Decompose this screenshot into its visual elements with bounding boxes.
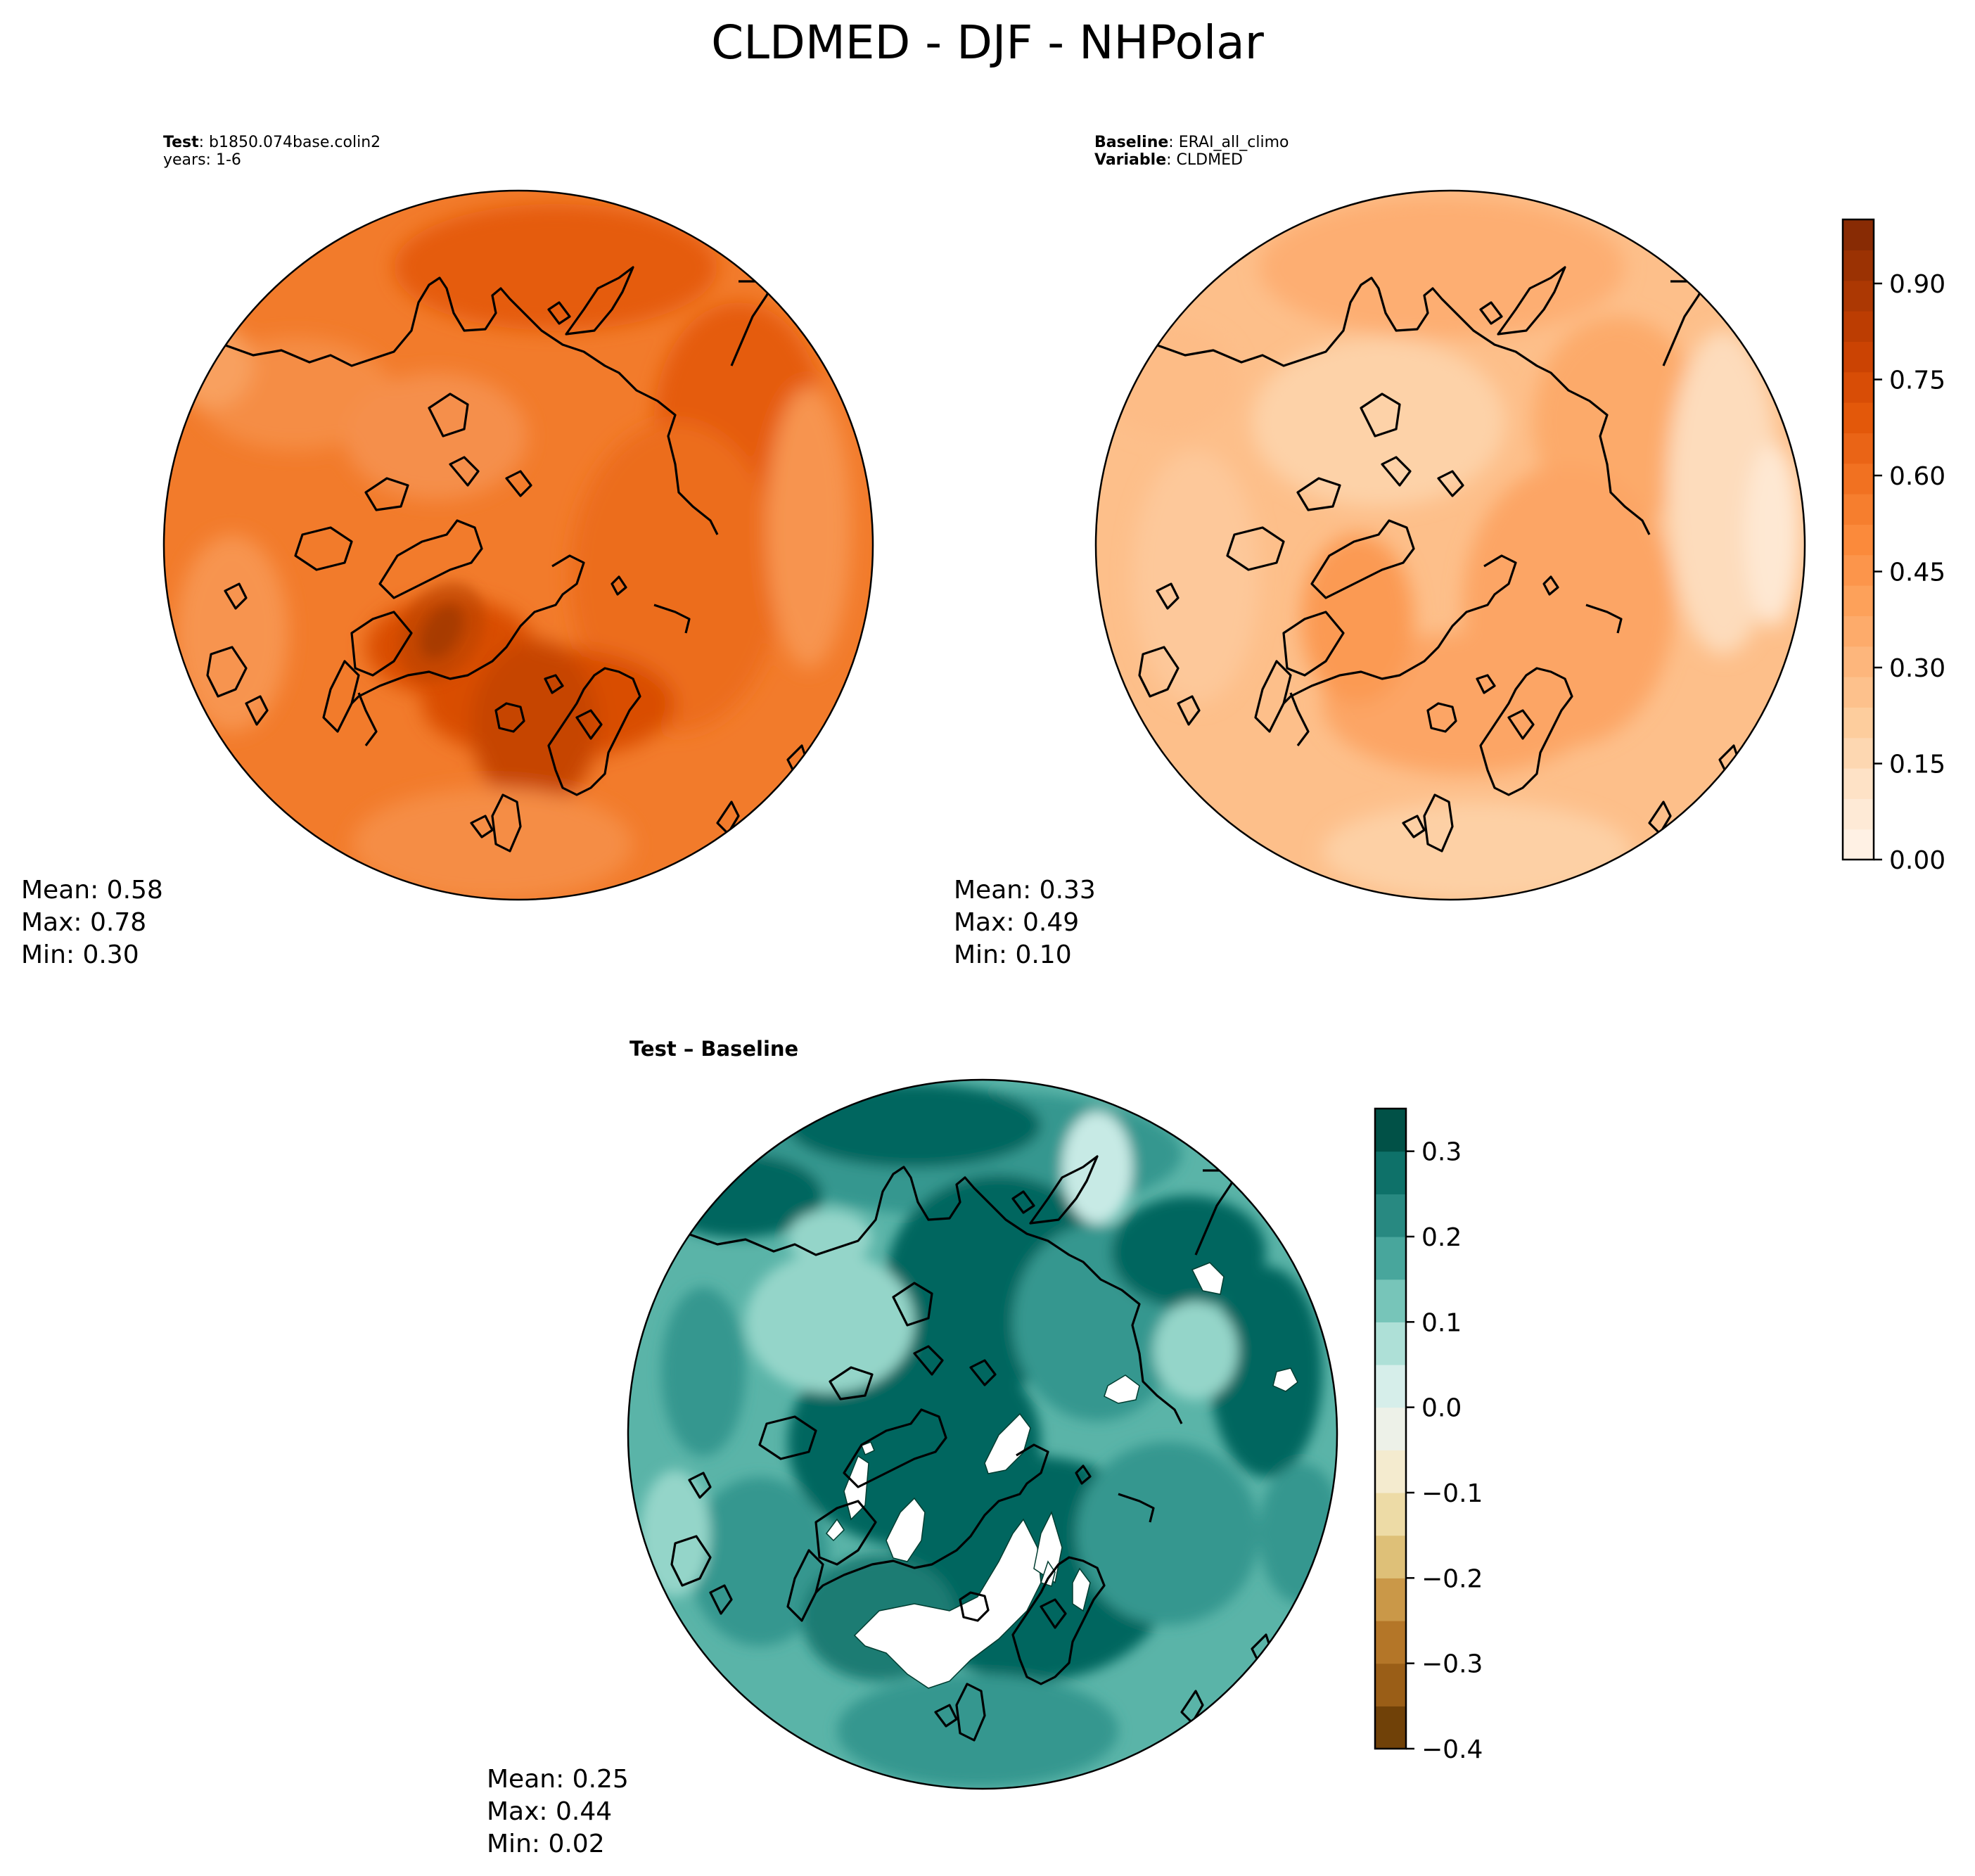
colorbar-top-swatch — [1843, 371, 1874, 403]
colorbar-top-tick-label: 0.45 — [1889, 559, 1945, 587]
baseline-map-boundary — [1094, 189, 1806, 901]
baseline-map — [1096, 191, 1805, 900]
test-map-boundary — [162, 189, 874, 901]
colorbar-top-swatch — [1843, 677, 1874, 708]
test-label-sep: : — [198, 134, 205, 151]
colorbar-top-swatch — [1843, 737, 1874, 769]
test-years: years: 1-6 — [163, 151, 241, 169]
figure-title: CLDMED - DJF - NHPolar — [711, 15, 1264, 70]
colorbar-top-swatch — [1843, 433, 1874, 464]
colorbar-top-swatch — [1843, 280, 1874, 312]
colorbar-diff-tick-label: −0.2 — [1421, 1564, 1483, 1593]
colorbar-diff-swatch — [1375, 1535, 1406, 1578]
colorbar-diff-frame — [1374, 1107, 1407, 1750]
colorbar-top-tick-label: 0.00 — [1889, 846, 1945, 875]
test-label: Test — [163, 134, 199, 151]
colorbar-top-tick-label: 0.60 — [1889, 462, 1945, 491]
baseline-field-blobs — [1097, 197, 1801, 900]
diff-title: Test – Baseline — [629, 1037, 799, 1061]
test-min: Min: 0.30 — [21, 940, 139, 969]
colorbar-top-tick-label: 0.15 — [1889, 751, 1945, 779]
colorbar-top-tick-label: 0.90 — [1889, 270, 1945, 299]
colorbar-diff-swatch — [1375, 1578, 1406, 1621]
baseline-label: Baseline — [1094, 134, 1169, 151]
diff-max: Max: 0.44 — [487, 1797, 613, 1826]
baseline-max: Max: 0.49 — [954, 908, 1080, 937]
colorbar-top-swatch — [1843, 615, 1874, 647]
colorbar-diff-swatch — [1375, 1450, 1406, 1493]
colorbar-diff-tick-label: −0.1 — [1421, 1479, 1483, 1508]
colorbar-top-swatch — [1843, 646, 1874, 677]
baseline-mean: Mean: 0.33 — [954, 876, 1096, 905]
colorbar-diff-swatch — [1375, 1237, 1406, 1280]
colorbar-top-swatch — [1843, 250, 1874, 281]
colorbar-top-frame — [1841, 218, 1875, 861]
test-mean: Mean: 0.58 — [21, 876, 163, 905]
colorbar-top-swatch — [1843, 219, 1874, 250]
baseline-variable-name: CLDMED — [1176, 151, 1243, 169]
test-coastlines — [206, 259, 873, 853]
colorbar-diff-tick-label: 0.2 — [1421, 1223, 1462, 1252]
baseline-stats: Mean: 0.33 Max: 0.49 Min: 0.10 — [954, 874, 1096, 971]
colorbar-diff-tick-label: 0.0 — [1421, 1394, 1462, 1423]
colorbar-diff-swatch — [1375, 1365, 1406, 1408]
colorbar-top-swatch — [1843, 463, 1874, 494]
colorbar-diff-swatch — [1375, 1621, 1406, 1664]
colorbar-diff-tick-label: 0.1 — [1421, 1308, 1462, 1337]
test-stats: Mean: 0.58 Max: 0.78 Min: 0.30 — [21, 874, 163, 971]
baseline-min: Min: 0.10 — [954, 940, 1072, 969]
colorbar-top-swatch — [1843, 341, 1874, 373]
test-max-halo — [399, 582, 485, 682]
diff-map — [628, 1080, 1337, 1789]
colorbar-diff-swatch — [1375, 1493, 1406, 1536]
colorbar-diff: −0.4 −0.3 −0.2 −0.1 0.0 0.1 0.2 0.3 — [1374, 1107, 1483, 1764]
baseline-coastlines — [1138, 259, 1805, 853]
baseline-label-sep: : — [1168, 134, 1174, 151]
colorbar-top-swatch — [1843, 524, 1874, 556]
diff-stats: Mean: 0.25 Max: 0.44 Min: 0.02 — [487, 1763, 629, 1861]
colorbar-top-swatch — [1843, 402, 1874, 433]
colorbar-top-swatch — [1843, 768, 1874, 799]
colorbar-diff-swatch — [1375, 1151, 1406, 1194]
colorbar-diff-tick-label: 0.3 — [1421, 1138, 1462, 1167]
test-max: Max: 0.78 — [21, 908, 147, 937]
diff-missing-regions — [826, 1262, 1298, 1689]
diff-map-boundary — [627, 1078, 1338, 1790]
colorbar-top-swatch — [1843, 585, 1874, 616]
colorbar-diff-tick-label: −0.3 — [1421, 1650, 1483, 1679]
baseline-variable-label: Variable — [1094, 151, 1167, 169]
colorbar-top-swatch — [1843, 798, 1874, 830]
colorbar-top-swatch — [1843, 707, 1874, 739]
colorbar-diff-swatch — [1375, 1322, 1406, 1365]
test-field-blobs — [169, 204, 851, 900]
test-map — [164, 191, 873, 900]
colorbar-diff-tick-label: −0.4 — [1421, 1735, 1483, 1764]
colorbar-top: 0.00 0.15 0.30 0.45 0.60 0.75 0.90 — [1841, 218, 1945, 875]
colorbar-diff-swatch — [1375, 1194, 1406, 1237]
baseline-header: Baseline: ERAI_all_climo Variable: CLDME… — [1094, 134, 1289, 169]
colorbar-top-swatch — [1843, 311, 1874, 342]
colorbar-diff-swatch — [1375, 1279, 1406, 1322]
diff-coastlines — [670, 1148, 1337, 1742]
colorbar-diff-swatch — [1375, 1663, 1406, 1706]
colorbar-top-swatch — [1843, 554, 1874, 586]
colorbar-top-tick-label: 0.30 — [1889, 654, 1945, 683]
test-header: Test: b1850.074base.colin2 years: 1-6 — [163, 134, 381, 169]
diff-mean: Mean: 0.25 — [487, 1765, 629, 1794]
colorbar-top-swatch — [1843, 829, 1874, 860]
colorbar-diff-swatch — [1375, 1706, 1406, 1749]
colorbar-diff-swatch — [1375, 1407, 1406, 1450]
test-case-name: b1850.074base.colin2 — [209, 134, 381, 151]
colorbar-top-tick-label: 0.75 — [1889, 366, 1945, 395]
colorbar-diff-swatch — [1375, 1109, 1406, 1152]
baseline-variable-sep: : — [1166, 151, 1172, 169]
diff-min: Min: 0.02 — [487, 1830, 605, 1858]
colorbar-top-swatch — [1843, 494, 1874, 525]
baseline-case-name: ERAI_all_climo — [1178, 134, 1289, 151]
